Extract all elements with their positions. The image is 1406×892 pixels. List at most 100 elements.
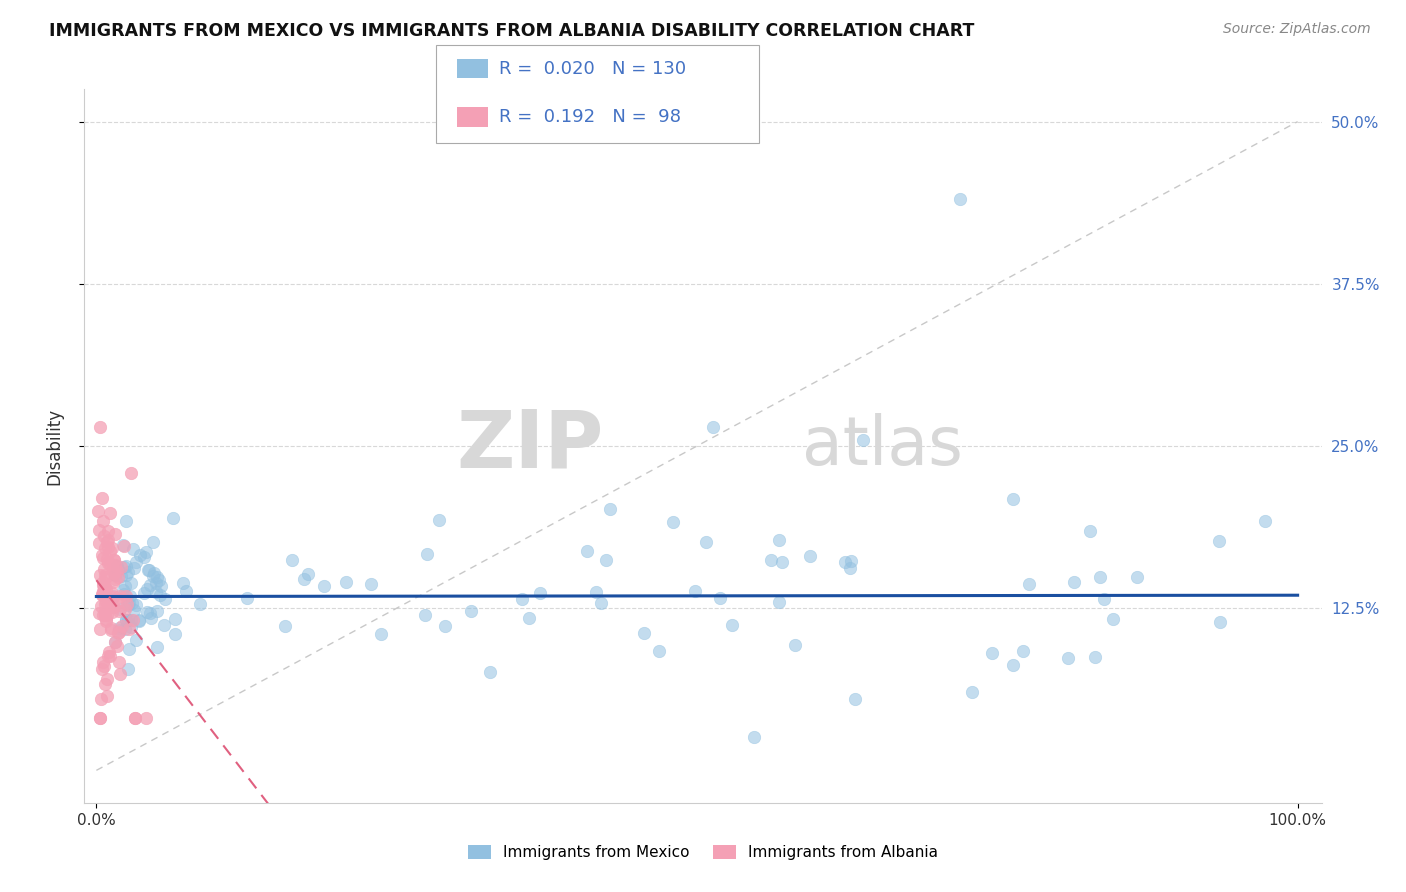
- Point: [117, 662, 139, 676]
- Point: [107, 570, 129, 584]
- Point: [104, 634, 127, 648]
- Point: [93, 607, 115, 622]
- Point: [114, 622, 136, 636]
- Point: [89, 419, 111, 434]
- Point: [312, 579, 335, 593]
- Point: [97, 540, 120, 554]
- Point: [91, 583, 114, 598]
- Point: [146, 604, 169, 618]
- Point: [785, 638, 807, 652]
- Text: ZIP: ZIP: [457, 407, 605, 485]
- Point: [122, 560, 145, 574]
- Point: [91, 577, 114, 591]
- Point: [103, 553, 125, 567]
- Point: [135, 711, 157, 725]
- Point: [97, 556, 120, 570]
- Point: [115, 590, 138, 604]
- Point: [108, 666, 131, 681]
- Point: [91, 575, 114, 590]
- Point: [98, 648, 121, 663]
- Point: [709, 591, 731, 606]
- Point: [91, 515, 114, 529]
- Point: [768, 533, 790, 548]
- Point: [100, 624, 122, 638]
- Point: [120, 467, 142, 481]
- Point: [370, 627, 392, 641]
- Point: [87, 524, 110, 538]
- Point: [108, 655, 131, 669]
- Point: [121, 596, 143, 610]
- Point: [104, 635, 127, 649]
- Point: [112, 559, 135, 574]
- Point: [799, 549, 821, 563]
- Point: [96, 608, 118, 623]
- Point: [93, 580, 115, 594]
- Text: IMMIGRANTS FROM MEXICO VS IMMIGRANTS FROM ALBANIA DISABILITY CORRELATION CHART: IMMIGRANTS FROM MEXICO VS IMMIGRANTS FRO…: [49, 22, 974, 40]
- Point: [98, 544, 121, 558]
- Point: [107, 562, 129, 576]
- Point: [112, 538, 135, 552]
- Point: [128, 614, 150, 628]
- Point: [124, 598, 146, 612]
- Point: [87, 607, 110, 621]
- Point: [839, 554, 862, 568]
- Point: [138, 563, 160, 577]
- Point: [165, 611, 187, 625]
- Point: [100, 599, 122, 613]
- Point: [683, 584, 706, 599]
- Point: [142, 535, 165, 549]
- Point: [97, 597, 120, 611]
- Point: [93, 608, 115, 623]
- Point: [134, 550, 156, 565]
- Point: [91, 655, 114, 669]
- Point: [1063, 574, 1085, 589]
- Point: [529, 586, 551, 600]
- Point: [101, 574, 124, 589]
- Point: [585, 585, 607, 599]
- Point: [335, 575, 357, 590]
- Point: [117, 565, 139, 579]
- Point: [100, 599, 122, 614]
- Point: [1057, 651, 1080, 665]
- Point: [120, 620, 142, 634]
- Point: [100, 621, 122, 635]
- Point: [121, 541, 143, 556]
- Point: [103, 552, 125, 566]
- Point: [292, 572, 315, 586]
- Point: [415, 607, 437, 622]
- Text: R =  0.020   N = 130: R = 0.020 N = 130: [499, 60, 686, 78]
- Point: [148, 574, 170, 588]
- Point: [844, 692, 866, 706]
- Point: [125, 555, 148, 569]
- Point: [101, 541, 124, 556]
- Point: [1102, 612, 1125, 626]
- Point: [720, 618, 742, 632]
- Point: [104, 572, 127, 586]
- Point: [139, 577, 162, 591]
- Text: Source: ZipAtlas.com: Source: ZipAtlas.com: [1223, 22, 1371, 37]
- Point: [97, 524, 120, 538]
- Point: [114, 602, 136, 616]
- Point: [124, 711, 146, 725]
- Point: [91, 587, 114, 601]
- Point: [94, 570, 117, 584]
- Point: [104, 558, 127, 573]
- Point: [150, 579, 173, 593]
- Point: [145, 585, 167, 599]
- Point: [98, 507, 121, 521]
- Point: [770, 555, 793, 569]
- Point: [416, 547, 439, 561]
- Point: [433, 618, 456, 632]
- Point: [94, 580, 117, 594]
- Point: [96, 535, 118, 549]
- Point: [94, 677, 117, 691]
- Point: [94, 541, 117, 555]
- Point: [120, 575, 142, 590]
- Point: [108, 604, 131, 618]
- Point: [105, 558, 128, 573]
- Point: [575, 544, 598, 558]
- Point: [1001, 492, 1024, 507]
- Point: [112, 539, 135, 553]
- Point: [94, 612, 117, 626]
- Legend: Immigrants from Mexico, Immigrants from Albania: Immigrants from Mexico, Immigrants from …: [463, 839, 943, 866]
